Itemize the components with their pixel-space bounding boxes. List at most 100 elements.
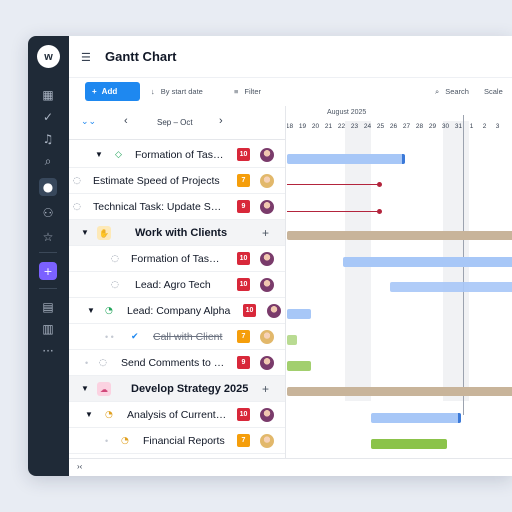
caret-down-icon[interactable]: ▼ — [81, 228, 89, 237]
add-icon[interactable]: + — [262, 381, 270, 396]
group-bar[interactable] — [287, 231, 512, 240]
add-icon[interactable]: + — [262, 225, 270, 240]
search-button[interactable]: ⌕ Search — [435, 87, 469, 96]
group-row[interactable]: ▼ ☁ Develop Strategy 2025 + — [69, 376, 285, 402]
users-icon[interactable]: ⚇ — [42, 206, 54, 220]
status-icon[interactable]: ◔ — [105, 305, 113, 316]
group-label: Work with Clients — [135, 226, 228, 239]
task-row[interactable]: • ◌ Send Comments to … 9 — [69, 350, 285, 376]
dependency-dot[interactable] — [377, 209, 382, 214]
task-row[interactable]: ▼ ◇ Formation of Tas… 10 — [69, 142, 285, 168]
status-icon[interactable]: ◌ — [73, 175, 81, 186]
status-icon[interactable]: ◌ — [73, 201, 81, 212]
bell-icon[interactable]: ♫ — [42, 132, 54, 146]
status-icon[interactable]: ◌ — [111, 253, 119, 264]
count-badge: 10 — [237, 148, 250, 161]
gantt-bar[interactable] — [371, 413, 461, 423]
main-area: ☰ Gantt Chart + Add ↓ By start date ≡ Filte… — [69, 36, 512, 476]
collapse-panel-icon[interactable]: ›‹ — [77, 462, 83, 471]
caret-down-icon[interactable]: ▼ — [87, 306, 95, 315]
dependency-dot[interactable] — [377, 182, 382, 187]
table-icon[interactable]: ▤ — [42, 300, 54, 314]
add-button[interactable]: + Add — [85, 82, 140, 101]
date-range: Sep – Oct — [157, 118, 193, 127]
app-window: w ▦ ✓ ♫ ⌕ ● ⚇ ☆ + ▤ ▥ ··· ☰ Gantt Chart … — [28, 36, 512, 476]
more-icon[interactable]: ··· — [42, 344, 54, 358]
bar-handle[interactable] — [402, 154, 405, 164]
caret-down-icon[interactable]: ▼ — [95, 150, 103, 159]
chat-icon[interactable]: ● — [39, 178, 57, 196]
gantt-bar[interactable] — [390, 282, 512, 292]
count-badge: 7 — [237, 174, 250, 187]
task-row[interactable]: ◌ Lead: Agro Tech 10 — [69, 272, 285, 298]
plus-icon: + — [92, 87, 97, 96]
plus-icon[interactable]: + — [39, 262, 57, 280]
bar-handle[interactable] — [458, 413, 461, 423]
done-icon[interactable]: ✔ — [131, 331, 139, 342]
prev-icon[interactable]: ‹ — [124, 115, 128, 127]
task-row[interactable]: ▼ ◔ Analysis of Current… 10 — [69, 402, 285, 428]
avatar — [259, 329, 275, 345]
task-row[interactable]: ◌ Estimate Speed of Projects 7 — [69, 168, 285, 194]
count-badge: 10 — [237, 408, 250, 421]
group-bar[interactable] — [287, 387, 512, 396]
day-tick: 30 — [441, 123, 450, 130]
task-label: Financial Reports — [143, 434, 225, 447]
day-tick: 25 — [376, 123, 385, 130]
caret-down-icon[interactable]: ▼ — [81, 384, 89, 393]
sort-button[interactable]: ↓ By start date — [151, 87, 203, 96]
page-title: Gantt Chart — [105, 49, 177, 64]
date-navigator: ⌄⌄ ‹ Sep – Oct › — [69, 106, 285, 140]
sidebar: w ▦ ✓ ♫ ⌕ ● ⚇ ☆ + ▤ ▥ ··· — [28, 36, 69, 476]
filter-button[interactable]: ≡ Filter — [234, 87, 262, 96]
avatar — [259, 199, 275, 215]
check-icon[interactable]: ✓ — [42, 110, 54, 124]
collapse-all-icon[interactable]: ⌄⌄ — [81, 116, 97, 126]
sidebar-divider — [39, 288, 57, 289]
star-icon[interactable]: ☆ — [42, 230, 54, 244]
status-icon[interactable]: ◌ — [99, 357, 107, 368]
count-badge: 9 — [237, 356, 250, 369]
handshake-icon: ✋ — [97, 226, 111, 240]
task-label: Estimate Speed of Projects — [93, 174, 220, 187]
group-row[interactable]: ▼ ✋ Work with Clients + — [69, 220, 285, 246]
group-label: Develop Strategy 2025 — [131, 382, 249, 395]
day-tick: 21 — [324, 123, 333, 130]
gantt-bar[interactable] — [287, 154, 405, 164]
caret-down-icon[interactable]: ▼ — [85, 410, 93, 419]
status-icon[interactable]: ◔ — [121, 435, 129, 446]
header: ☰ Gantt Chart — [69, 36, 512, 78]
avatar — [259, 173, 275, 189]
task-row[interactable]: • ◔ Financial Reports 7 — [69, 428, 285, 454]
day-tick: 28 — [415, 123, 424, 130]
month-label: August 2025 — [327, 109, 367, 116]
status-icon[interactable]: ◇ — [115, 149, 122, 160]
gantt-timeline: August 2025 18 19 20 21 22 23 24 25 26 2… — [287, 106, 512, 458]
gantt-bar[interactable] — [287, 335, 297, 345]
day-tick: 31 — [454, 123, 463, 130]
menu-icon[interactable]: ☰ — [81, 52, 91, 64]
logo[interactable]: w — [37, 45, 60, 68]
day-tick: 1 — [469, 123, 474, 130]
gantt-bar[interactable] — [287, 309, 311, 319]
task-label: Formation of Tas… — [135, 148, 224, 161]
gantt-bar[interactable] — [371, 439, 447, 449]
task-row[interactable]: • • ✔ Call with Client 7 — [69, 324, 285, 350]
bars-icon[interactable]: ▥ — [42, 322, 54, 336]
day-tick: 26 — [389, 123, 398, 130]
next-icon[interactable]: › — [219, 115, 223, 127]
search-icon[interactable]: ⌕ — [44, 153, 52, 168]
dashboard-icon[interactable]: ▦ — [42, 88, 54, 102]
status-icon[interactable]: ◌ — [111, 279, 119, 290]
gantt-bar[interactable] — [287, 361, 311, 371]
task-row[interactable]: ◌ Formation of Tas… 10 — [69, 246, 285, 272]
scale-button[interactable]: Scale — [484, 87, 503, 96]
status-icon[interactable]: ◔ — [105, 409, 113, 420]
task-row[interactable]: ◌ Technical Task: Update S… 9 — [69, 194, 285, 220]
task-row[interactable]: ▼ ◔ Lead: Company Alpha 10 — [69, 298, 285, 324]
sidebar-divider — [39, 252, 57, 253]
day-tick: 18 — [287, 123, 294, 130]
count-badge: 9 — [237, 200, 250, 213]
task-label: Technical Task: Update S… — [93, 200, 222, 213]
gantt-bar[interactable] — [343, 257, 512, 267]
